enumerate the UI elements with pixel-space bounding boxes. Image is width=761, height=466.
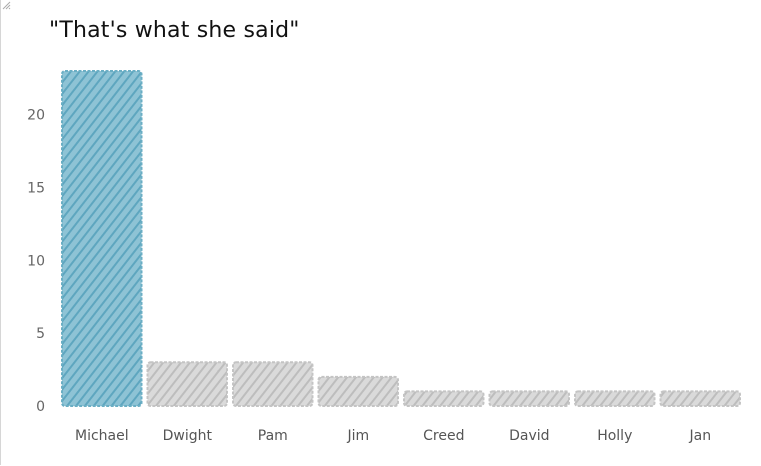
x-tick-label: David	[509, 428, 549, 444]
bar-jim[interactable]	[317, 375, 399, 407]
bars	[61, 70, 741, 407]
y-axis: 0 5 10 15 20	[27, 108, 45, 415]
y-tick-label: 15	[27, 181, 45, 197]
y-tick-label: 0	[36, 399, 45, 415]
resize-grip-icon[interactable]	[1, 0, 11, 10]
bar-dwight[interactable]	[146, 361, 228, 407]
bar-creed[interactable]	[403, 390, 485, 407]
bar-michael[interactable]	[61, 70, 143, 407]
x-tick-label: Pam	[258, 428, 288, 444]
bar-jan[interactable]	[659, 390, 741, 407]
bar-pam[interactable]	[232, 361, 314, 407]
x-tick-label: Jim	[346, 428, 369, 444]
x-tick-label: Michael	[75, 428, 129, 444]
x-axis: Michael Dwight Pam Jim Creed David Holly Jan	[75, 428, 711, 444]
y-tick-label: 5	[36, 326, 45, 342]
bar-holly[interactable]	[574, 390, 656, 407]
chart-title: "That's what she said"	[49, 18, 300, 43]
x-tick-label: Holly	[597, 428, 632, 444]
y-tick-label: 10	[27, 253, 45, 269]
x-tick-label: Creed	[423, 428, 464, 444]
x-tick-label: Dwight	[163, 428, 213, 444]
bar-david[interactable]	[488, 390, 570, 407]
x-tick-label: Jan	[689, 428, 712, 444]
y-tick-label: 20	[27, 108, 45, 124]
